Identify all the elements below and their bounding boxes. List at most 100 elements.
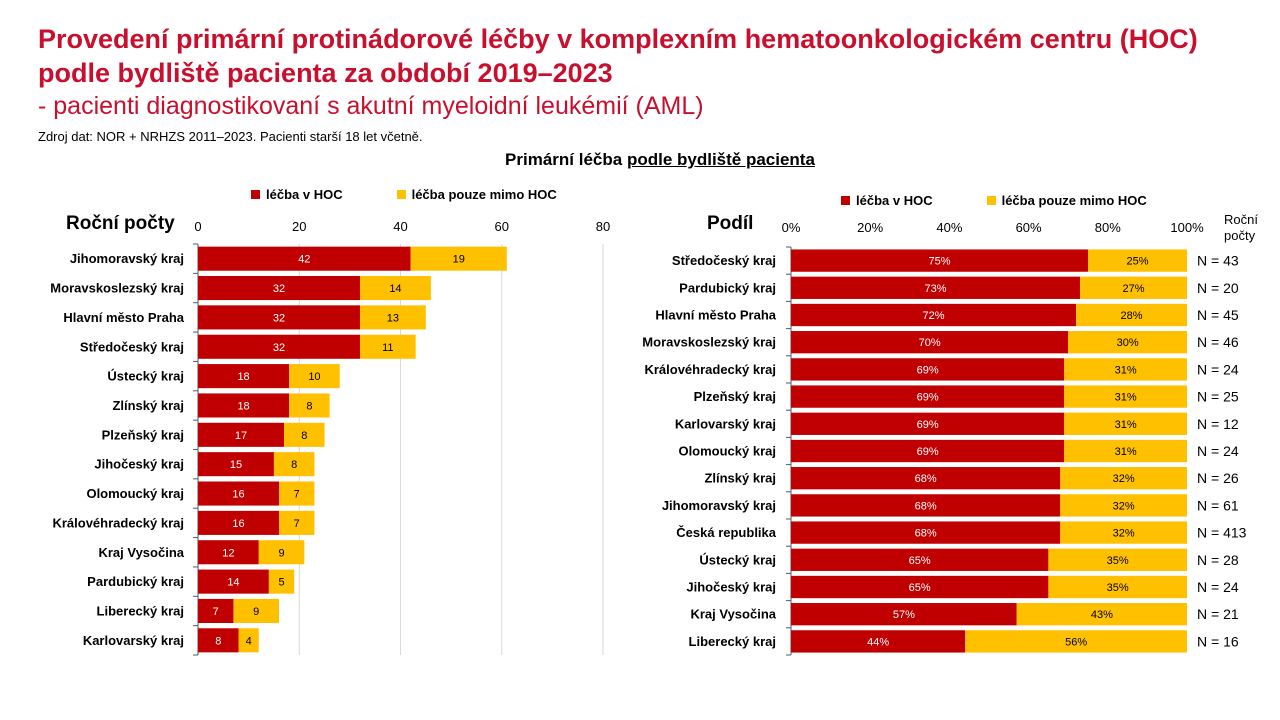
category-label: Hlavní město Praha [63,310,184,325]
data-label-hoc: 18 [237,400,249,412]
bar-mimo [289,364,340,389]
bar-hoc [791,603,1017,626]
count-label: N = 61 [1197,497,1239,513]
bar-hoc [791,331,1069,354]
count-label: N = 24 [1197,361,1239,377]
data-label-hoc: 32 [273,312,285,324]
bar-hoc [791,467,1061,490]
category-label: Plzeňský kraj [694,389,776,404]
data-label-hoc: 32 [273,283,285,295]
data-label-mimo: 19 [453,254,465,266]
data-label-hoc: 75% [928,256,950,268]
data-label-mimo: 31% [1115,419,1137,431]
bar-mimo [1076,303,1187,327]
data-label-hoc: 65% [909,555,931,567]
data-label-mimo: 14 [389,283,401,295]
category-label: Zlínský kraj [704,471,776,486]
data-label-hoc: 16 [232,518,244,530]
data-source-note: Zdroj dat: NOR + NRHZS 2011–2023. Pacien… [38,129,423,144]
data-label-mimo: 10 [308,371,320,383]
bar-hoc [791,385,1065,408]
bar-mimo [1088,249,1187,272]
bar-mimo [410,246,507,271]
x-tick-label: 20 [292,219,306,234]
legend-label-mimo: léčba pouze mimo HOC [411,187,557,202]
count-label: N = 24 [1197,443,1239,459]
bar-mimo [1080,276,1187,299]
data-label-hoc: 69% [917,419,939,431]
bar-mimo [1064,385,1187,408]
data-label-mimo: 32% [1113,500,1135,512]
category-label: Královéhradecký kraj [52,515,184,530]
category-label: Středočeský kraj [672,253,776,268]
bar-mimo [284,422,325,447]
bar-mimo [268,569,295,594]
data-label-mimo: 31% [1115,364,1137,376]
data-label-hoc: 16 [232,489,244,501]
left-chart-title: Roční počty [66,213,175,234]
category-label: Kraj Vysočina [690,607,776,622]
bar-mimo [1048,575,1187,599]
data-label-hoc: 70% [919,337,941,349]
data-label-hoc: 72% [923,310,945,322]
data-label-mimo: 9 [253,606,259,618]
count-label: N = 20 [1197,280,1239,296]
category-label: Jihočeský kraj [94,457,184,472]
page-title: Provedení primární protinádorové léčby v… [38,24,1198,88]
legend-swatch-mimo [986,196,996,205]
data-label-hoc: 42 [298,254,310,266]
bar-mimo [1064,412,1187,435]
category-label: Zlínský kraj [112,398,184,413]
category-label: Jihočeský kraj [686,580,776,595]
bar-mimo [233,598,279,624]
category-label: Česká republika [676,525,776,540]
bar-hoc [791,630,966,653]
section-title-underlined: podle bydliště pacienta [626,150,815,169]
data-label-mimo: 31% [1115,446,1137,458]
data-label-mimo: 7 [294,489,300,501]
right-legend: léčba v HOC léčba pouze mimo HOC [841,193,1147,208]
bar-hoc [198,246,411,271]
x-tick-label: 60% [1016,220,1042,235]
category-label: Pardubický kraj [679,280,776,295]
x-tick-label: 60 [495,219,509,234]
category-label: Plzeňský kraj [102,427,184,442]
data-label-mimo: 8 [306,400,312,412]
section-title: Primární léčba podle bydliště pacienta [0,150,1280,170]
bar-mimo [258,540,305,565]
count-label: N = 21 [1197,606,1239,622]
legend-swatch-hoc [251,190,260,199]
data-label-hoc: 68% [915,528,937,540]
data-label-hoc: 73% [925,283,947,295]
category-label: Jihomoravský kraj [70,251,184,266]
category-label: Liberecký kraj [689,634,776,649]
bar-mimo [1064,439,1187,463]
count-label: N = 25 [1197,389,1239,405]
category-label: Hlavní město Praha [655,308,776,323]
category-label: Moravskoslezský kraj [50,281,184,296]
data-label-hoc: 18 [237,371,249,383]
category-label: Kraj Vysočina [98,545,184,560]
right-chart-title: Podíl [707,213,754,234]
x-tick-label: 80 [596,219,610,234]
count-label: N = 28 [1197,552,1239,568]
bar-hoc [791,521,1061,544]
data-label-mimo: 32% [1113,473,1135,485]
legend-label-hoc: léčba v HOC [266,187,343,202]
bar-hoc [198,422,285,447]
page-subtitle: - pacienti diagnostikovaní s akutní myel… [38,92,704,120]
count-label: N = 45 [1197,307,1239,323]
bar-mimo [965,630,1187,653]
bar-hoc [791,548,1049,571]
bar-hoc [198,540,259,565]
x-tick-label: 100% [1170,220,1204,235]
category-label: Karlovarský kraj [675,416,776,431]
legend-swatch-mimo [396,190,406,199]
data-label-mimo: 35% [1107,555,1129,567]
data-label-hoc: 8 [215,635,221,647]
annual-counts-header-line1: Roční [1224,212,1258,227]
data-label-hoc: 65% [909,582,931,594]
x-tick-label: 0 [194,219,201,234]
